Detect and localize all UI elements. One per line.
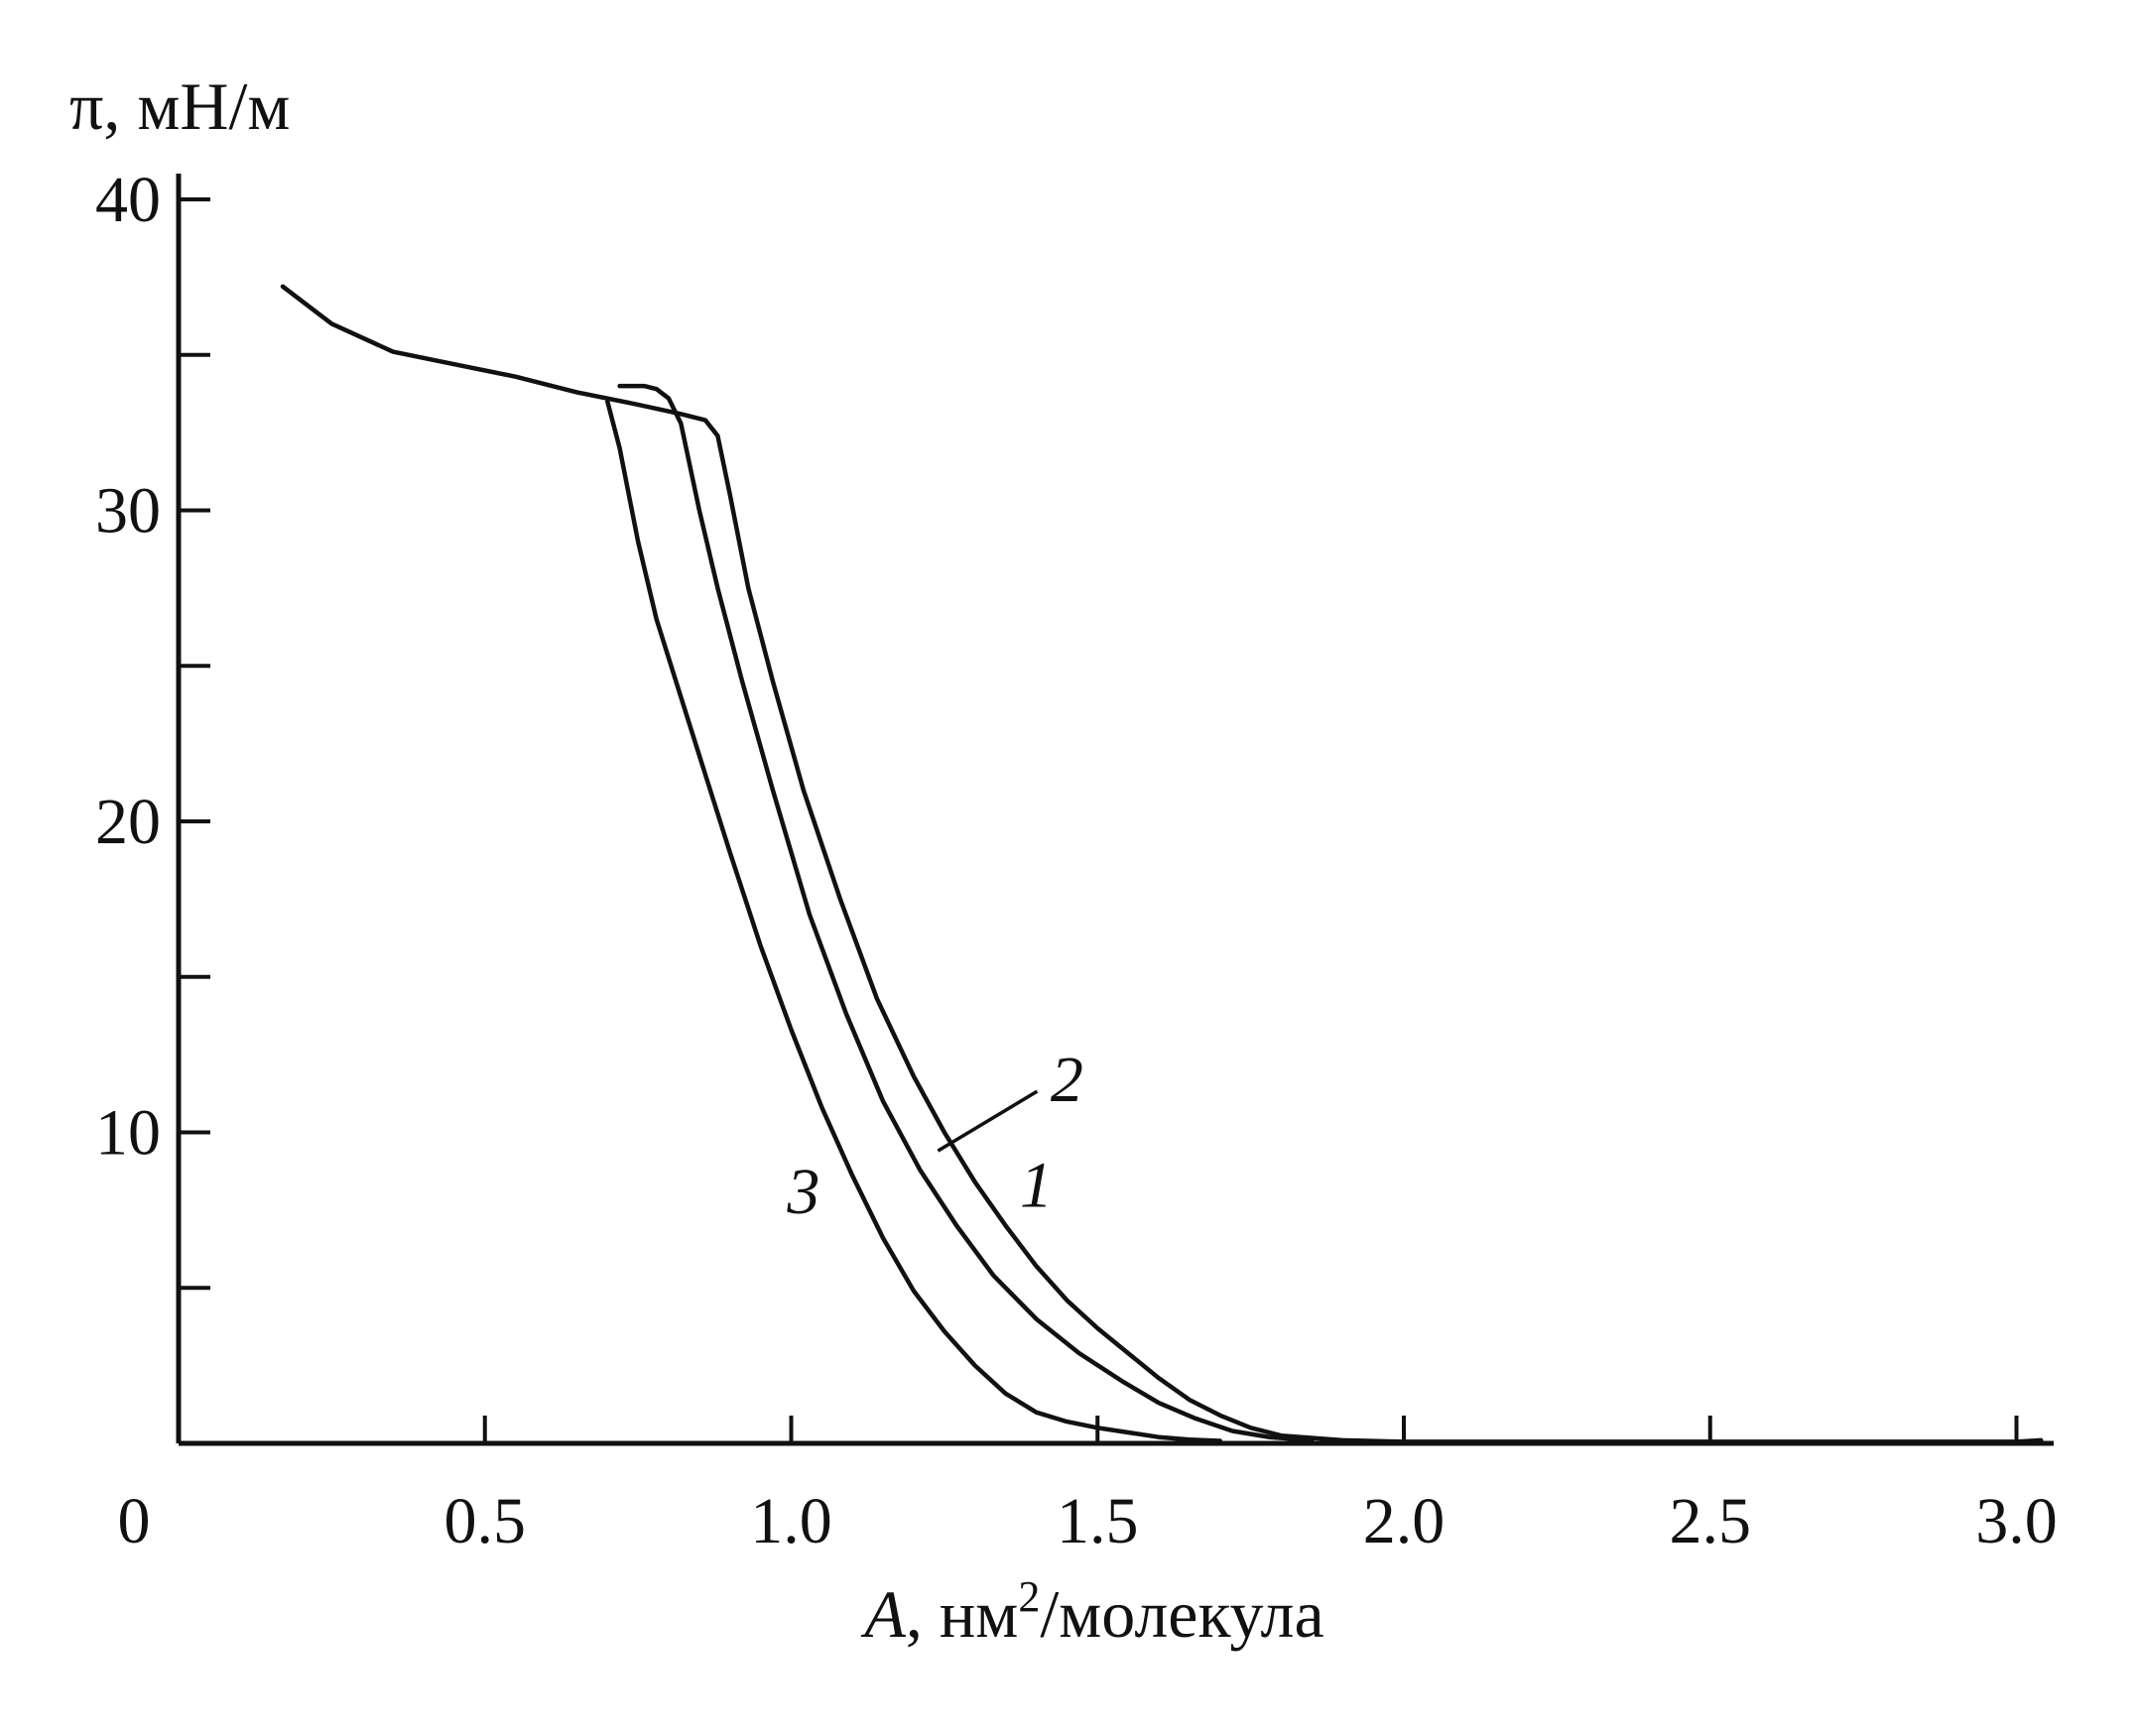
y-tick-label: 10 xyxy=(95,1097,161,1170)
x-tick-label: 1.5 xyxy=(1057,1485,1139,1557)
x-axis-title-superscript: 2 xyxy=(1018,1572,1040,1621)
x-axis-title-unit: , нм xyxy=(906,1576,1018,1652)
x-axis-title-per-molecule: /молекула xyxy=(1040,1576,1323,1652)
curve-label-3: 3 xyxy=(786,1156,819,1228)
x-tick-label: 1.0 xyxy=(750,1485,832,1557)
x-tick-label: 0.5 xyxy=(444,1485,527,1557)
isotherm-curve-1 xyxy=(280,284,2044,1444)
curve-2-leader-line xyxy=(937,1089,1039,1153)
curve-labels: 1 2 3 xyxy=(786,1044,1083,1228)
y-axis-title: π, мН/м xyxy=(69,68,290,144)
curve-label-1: 1 xyxy=(1020,1150,1053,1222)
x-tick-label: 2.0 xyxy=(1363,1485,1446,1557)
y-tick-label: 40 xyxy=(95,164,161,236)
x-axis-title: A, нм2/молекула xyxy=(860,1572,1323,1652)
x-tick-label: 2.5 xyxy=(1670,1485,1752,1557)
y-tick-label: 30 xyxy=(95,475,161,548)
x-tick-label: 3.0 xyxy=(1975,1485,2058,1557)
y-tick-label: 20 xyxy=(95,786,161,858)
x-axis-ticks: 0 0.5 1.0 1.5 2.0 2.5 3.0 xyxy=(118,1416,2058,1557)
x-axis-title-variable: A xyxy=(860,1576,906,1652)
isotherm-curve-3 xyxy=(605,399,1223,1443)
x-tick-label: 0 xyxy=(118,1485,151,1557)
isotherm-curve-2 xyxy=(617,383,1315,1443)
y-axis-ticks: 10 20 30 40 xyxy=(95,164,210,1291)
curve-label-2: 2 xyxy=(1051,1044,1083,1116)
isotherm-curves xyxy=(280,284,2044,1444)
